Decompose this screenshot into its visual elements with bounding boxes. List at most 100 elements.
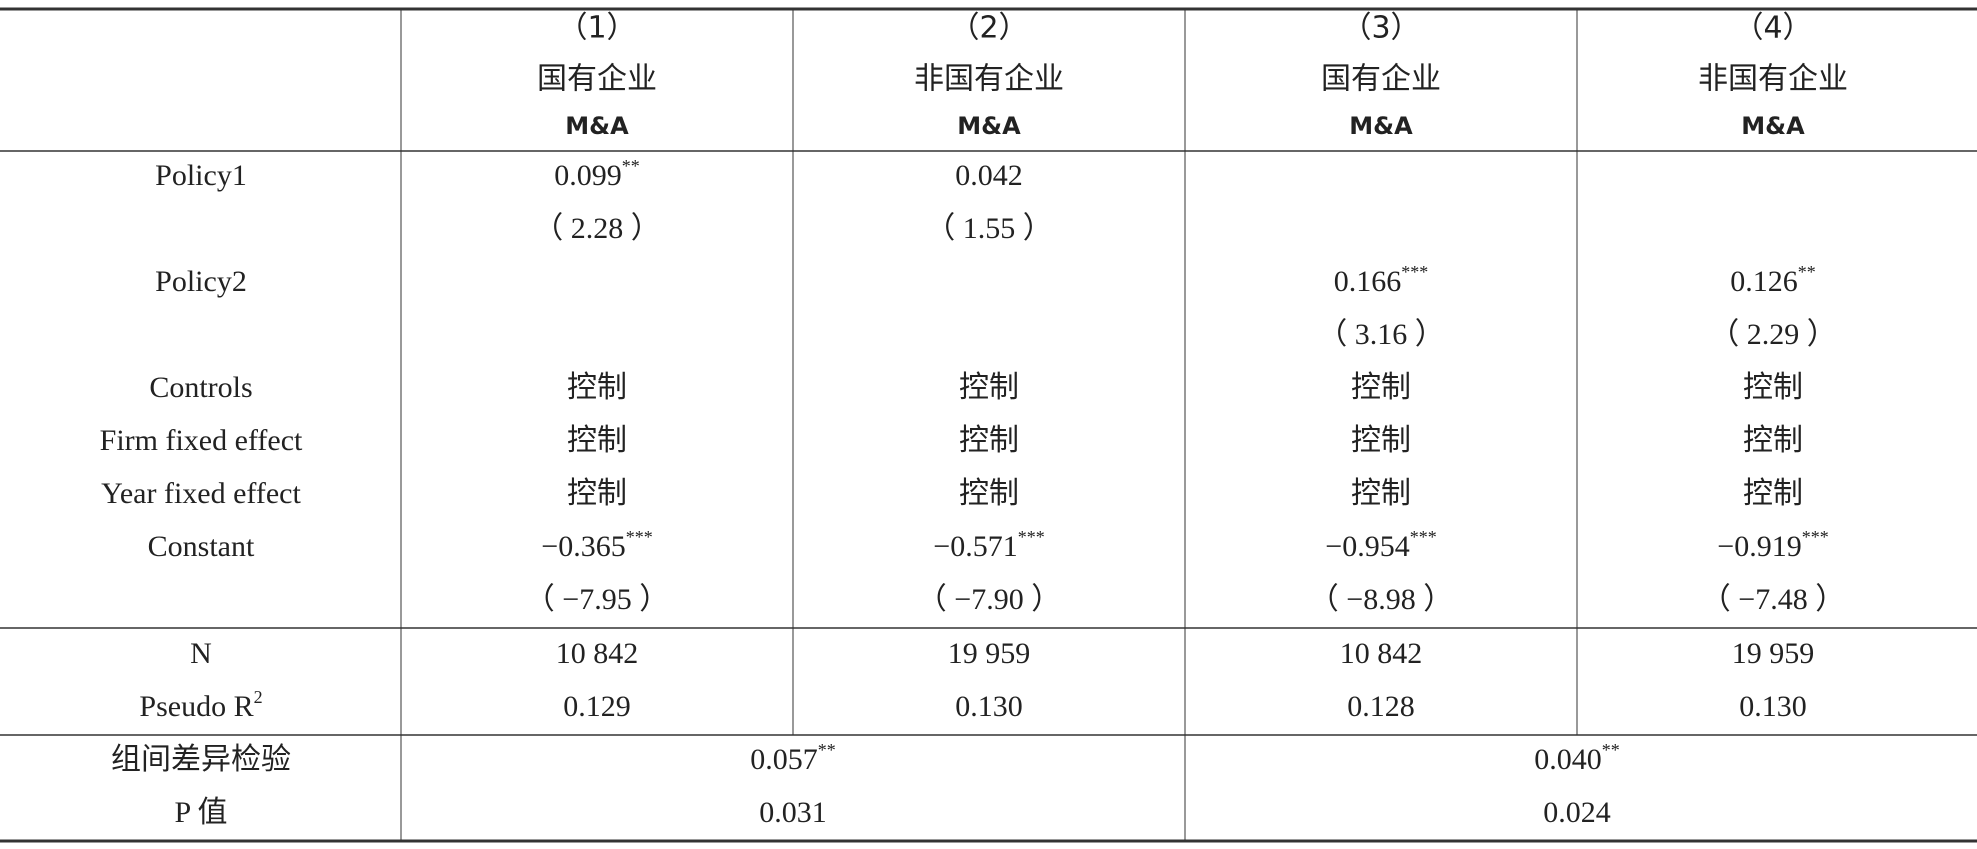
row-label-text: Policy2 [155,265,247,298]
row-label-text: Year fixed effect [101,477,301,510]
table-cell: 控制 [959,371,1019,404]
table-cell: 控制 [567,371,627,404]
dependent-var: M&A [1741,112,1805,140]
table-cell: 控制 [959,424,1019,457]
table-cell: 控制 [1743,477,1803,510]
table-cell: 0.128 [1347,690,1415,723]
table-cell: （ 2.29 ） [1709,318,1837,351]
table-cell-value: 控制 [1351,371,1411,404]
table-cell: （ −8.98 ） [1309,583,1453,616]
table-cell-value: 0.166 [1334,265,1402,298]
row-label-text: Pseudo R [139,690,253,723]
table-cell-value: 0.126 [1730,265,1798,298]
table-cell-value: （ 3.16 ） [1317,318,1445,351]
table-cell: 0.042 [955,159,1023,192]
table-cell-value: −0.365 [541,530,625,563]
significance: ** [622,156,640,176]
table-cell-value: 控制 [1351,424,1411,457]
table-cell-value: 0.057 [750,743,818,776]
table-cell: 控制 [1743,424,1803,457]
table-cell-value: 控制 [1743,424,1803,457]
table-cell: 0.057** [750,740,836,776]
table-cell: （ 1.55 ） [925,212,1053,245]
row-label: Constant [148,530,255,563]
table-cell: 0.024 [1543,796,1611,829]
row-label: Policy1 [155,159,247,192]
table-cell-value: −0.919 [1717,530,1801,563]
dependent-var: M&A [1349,112,1413,140]
table-cell-value: 控制 [959,477,1019,510]
row-label-text: Policy1 [155,159,247,192]
row-label-text: Constant [148,530,255,563]
row-label-text: P 值 [174,796,227,829]
table-cell-value: （ 1.55 ） [925,212,1053,245]
table-cell-value: 0.129 [563,690,631,723]
table-cell: 19 959 [948,637,1031,670]
table-cell-value: 0.031 [759,796,827,829]
table-cell: （ 3.16 ） [1317,318,1445,351]
table-cell-value: 控制 [1351,477,1411,510]
significance: *** [626,527,653,547]
table-cell-value: 控制 [959,371,1019,404]
column-number: （3） [1341,11,1420,46]
table-cell: −0.365*** [541,527,652,563]
row-label: Controls [149,371,252,404]
row-label: Firm fixed effect [100,424,303,457]
row-label: Pseudo R2 [139,687,262,723]
table-cell-value: （ 2.29 ） [1709,318,1837,351]
table-cell-value: 0.024 [1543,796,1611,829]
table-cell: 控制 [1743,371,1803,404]
table-cell-value: 0.040 [1534,743,1602,776]
column-group: 非国有企业 [914,62,1064,97]
column-group: 非国有企业 [1698,62,1848,97]
table-cell: 19 959 [1732,637,1815,670]
column-group: 国有企业 [537,62,657,97]
table-cell-value: 0.130 [955,690,1023,723]
table-cell-value: 0.130 [1739,690,1807,723]
table-cell-value: 0.099 [554,159,622,192]
label-sup: 2 [254,687,263,707]
significance: *** [1401,262,1428,282]
table-cell-value: 10 842 [1340,637,1423,670]
row-label: Year fixed effect [101,477,301,510]
table-cell-value: （ −7.90 ） [917,583,1061,616]
table-cell-value: 0.128 [1347,690,1415,723]
table-cell-value: （ −7.48 ） [1701,583,1845,616]
dependent-var: M&A [565,112,629,140]
table-cell: 控制 [567,477,627,510]
table-cell-value: （ −8.98 ） [1309,583,1453,616]
table-cell: −0.571*** [933,527,1044,563]
column-number: （1） [557,11,636,46]
dependent-var: M&A [957,112,1021,140]
table-cell: 控制 [959,477,1019,510]
table-cell: 10 842 [1340,637,1423,670]
table-cell: （ −7.48 ） [1701,583,1845,616]
table-cell: 10 842 [556,637,639,670]
table-cell: 0.126** [1730,262,1816,298]
table-cell-value: 0.042 [955,159,1023,192]
table-cell: （ −7.95 ） [525,583,669,616]
table-cell: 0.130 [1739,690,1807,723]
row-label-text: Controls [149,371,252,404]
table-cell-value: 控制 [567,371,627,404]
table-cell: 控制 [1351,371,1411,404]
table-cell-value: 控制 [1743,371,1803,404]
table-cell: （ 2.28 ） [533,212,661,245]
table-cell-value: （ −7.95 ） [525,583,669,616]
table-cell-value: 控制 [567,477,627,510]
table-cell: 0.130 [955,690,1023,723]
table-cell-value: 19 959 [948,637,1031,670]
table-cell: 0.040** [1534,740,1620,776]
table-cell-value: −0.571 [933,530,1017,563]
significance: ** [1602,740,1620,760]
significance: ** [1798,262,1816,282]
row-label: 组间差异检验 [111,743,291,776]
significance: *** [1018,527,1045,547]
table-cell: 0.031 [759,796,827,829]
table-cell-value: 19 959 [1732,637,1815,670]
table-cell-value: 控制 [1743,477,1803,510]
table-cell: 0.099** [554,156,640,192]
table-cell: 控制 [1351,424,1411,457]
table-cell: 控制 [1351,477,1411,510]
